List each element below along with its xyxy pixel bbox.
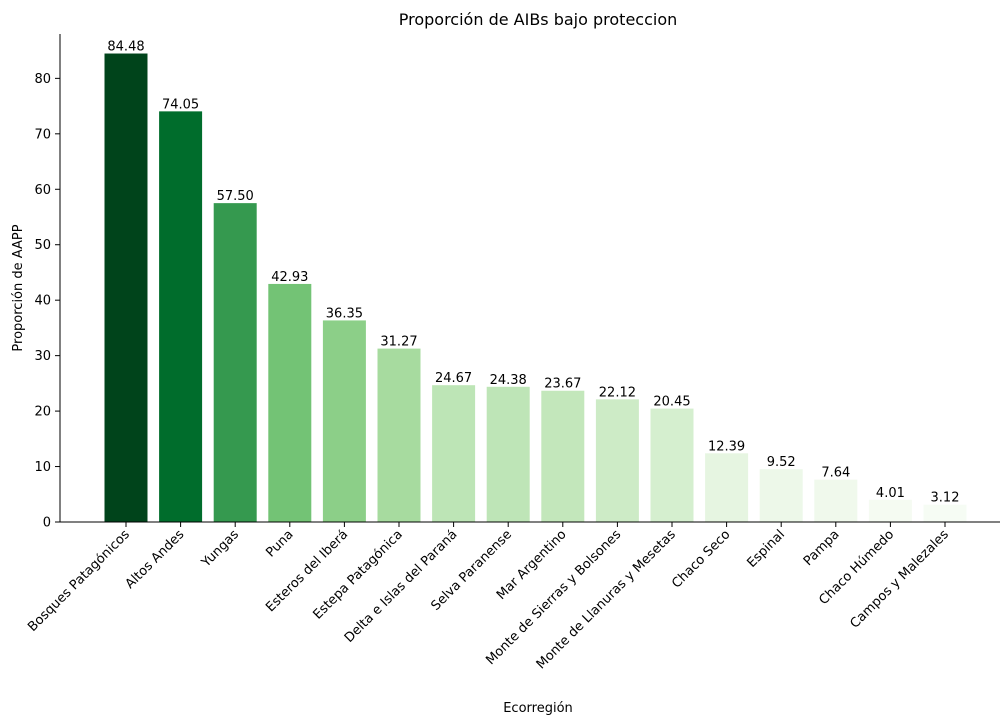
y-tick-label: 60 — [34, 183, 51, 198]
y-tick-label: 30 — [34, 349, 51, 364]
axes-frame — [59, 34, 1000, 523]
y-tick-label: 20 — [34, 405, 51, 420]
y-tick-label: 40 — [34, 294, 51, 309]
data-label: 24.38 — [490, 373, 527, 388]
x-tick-label: Chaco Seco — [669, 527, 733, 591]
x-tick-label: Bosques Patagónicos — [25, 527, 133, 635]
bar — [759, 469, 803, 522]
data-label: 9.52 — [767, 455, 796, 470]
y-tick-label: 80 — [34, 72, 51, 87]
y-tick-label: 10 — [34, 460, 51, 475]
bar — [595, 399, 639, 522]
data-label: 20.45 — [653, 395, 690, 410]
y-axis-label: Proporción de AAPP — [11, 224, 26, 351]
bar — [104, 53, 148, 523]
bar — [432, 385, 476, 522]
x-tick-label: Estepa Patagónica — [310, 527, 405, 622]
bar — [486, 386, 530, 522]
bar — [159, 111, 203, 522]
data-label: 4.01 — [876, 486, 905, 501]
data-label: 23.67 — [544, 377, 581, 392]
bar — [650, 408, 694, 522]
x-tick-label: Espinal — [744, 527, 788, 571]
data-label: 42.93 — [271, 270, 308, 285]
data-label: 3.12 — [931, 491, 960, 506]
bar — [213, 203, 257, 523]
data-label: 57.50 — [217, 189, 254, 204]
bar — [868, 499, 912, 522]
data-label: 84.48 — [107, 40, 144, 55]
y-tick-label: 50 — [34, 238, 51, 253]
data-label: 74.05 — [162, 97, 199, 112]
bar — [705, 453, 749, 522]
y-tick-label: 70 — [34, 127, 51, 142]
x-tick-label: Altos Andes — [123, 527, 188, 592]
data-labels-group: 84.48 74.05 57.50 42.93 36.35 31.27 24.67 24.38… — [107, 40, 959, 506]
bar — [322, 320, 366, 522]
chart-title: Proporción de AIBs bajo proteccion — [399, 10, 678, 29]
bar — [814, 479, 858, 522]
bar — [377, 348, 421, 522]
x-tick-label: Yungas — [198, 527, 242, 571]
bar — [268, 283, 312, 522]
data-label: 36.35 — [326, 306, 363, 321]
bar — [541, 390, 585, 522]
x-tick-label: Campos y Malezales — [847, 527, 952, 632]
x-axis-label: Ecorregión — [503, 701, 573, 715]
data-label: 22.12 — [599, 385, 636, 400]
y-ticks-group: 0 10 20 30 40 50 60 70 80 — [34, 72, 60, 531]
x-tick-label: Delta e Islas del Paraná — [342, 527, 461, 646]
bar — [923, 504, 967, 522]
y-tick-label: 0 — [43, 516, 51, 531]
data-label: 31.27 — [380, 335, 417, 350]
x-tick-label: Puna — [263, 527, 296, 560]
x-tick-label: Pampa — [801, 527, 843, 569]
data-label: 7.64 — [821, 466, 850, 481]
data-label: 12.39 — [708, 439, 745, 454]
bars-group — [104, 53, 967, 523]
data-label: 24.67 — [435, 371, 472, 386]
